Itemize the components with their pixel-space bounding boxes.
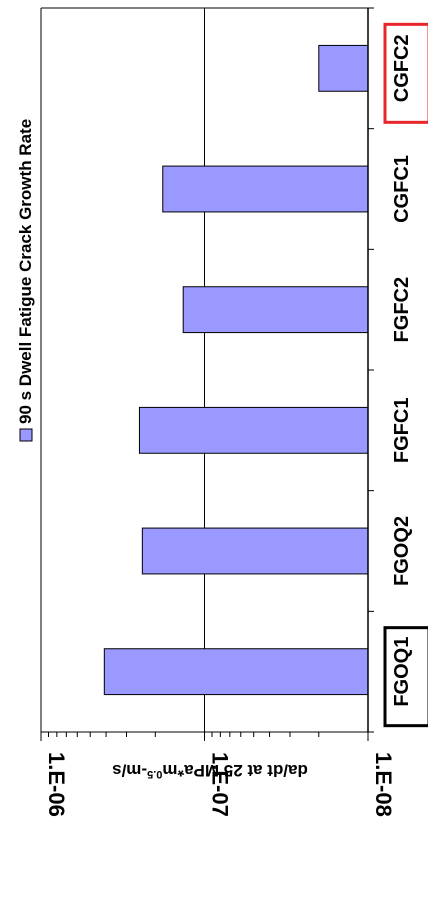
y-axis-title-tail: -m/s	[112, 761, 147, 780]
category-label-cgfc2: CGFC2	[391, 34, 413, 102]
category-label-fgfc2: FGFC2	[391, 277, 413, 343]
y-axis-title-sup: 0.5	[147, 768, 162, 780]
bar-fgoq1	[103, 648, 369, 696]
bar-cgfc1	[162, 165, 369, 213]
svg-text:da/dt at 25 MPa*m0.5-m/s: da/dt at 25 MPa*m0.5-m/s	[112, 761, 308, 780]
category-highlight-box-fgoq1	[383, 626, 428, 728]
value-tick-label: 1.E-07	[208, 752, 233, 817]
axes: FGOQ1 FGOQ2 FGFC1 FGFC2 CGFC1 CGFC2 1.E-06 1.E-…	[40, 7, 428, 817]
bar-fgfc2	[182, 286, 369, 334]
category-label-fgoq2: FGOQ2	[391, 516, 413, 586]
value-tick-label: 1.E-08	[371, 752, 396, 817]
category-label-cgfc1: CGFC1	[391, 155, 413, 223]
legend: 90 s Dwell Fatigue Crack Growth Rate	[16, 119, 35, 442]
category-label-fgfc1: FGFC1	[391, 398, 413, 464]
bar-fgfc1	[138, 406, 369, 454]
category-label-fgoq1: FGOQ1	[391, 637, 413, 707]
legend-swatch	[19, 428, 33, 442]
legend-label: 90 s Dwell Fatigue Crack Growth Rate	[16, 119, 35, 424]
bars	[103, 44, 369, 696]
category-highlight-box-cgfc2	[383, 22, 428, 124]
bar-fgoq2	[141, 527, 369, 575]
bar-cgfc2	[318, 44, 369, 92]
value-tick-label: 1.E-06	[44, 752, 69, 817]
y-axis-title-main: da/dt at 25 MPa*m	[162, 761, 308, 780]
y-axis-title: da/dt at 25 MPa*m0.5-m/s	[112, 761, 308, 780]
